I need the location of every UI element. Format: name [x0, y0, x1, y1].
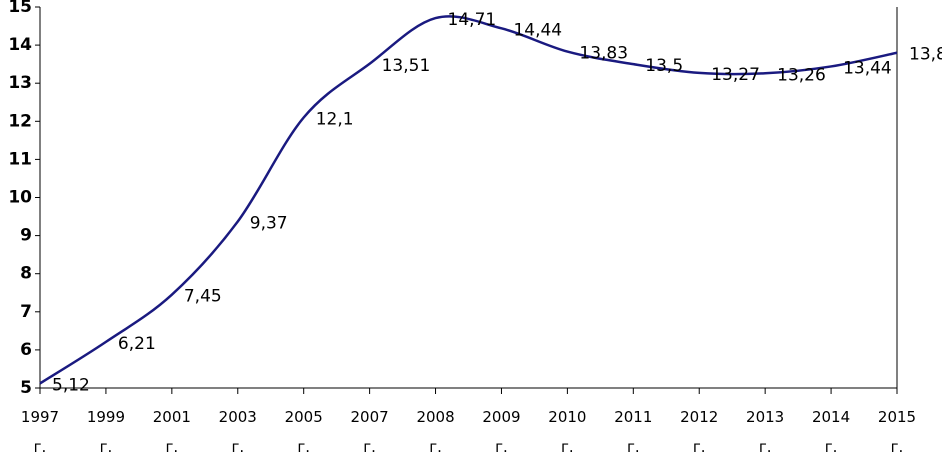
- y-tick-label: 10: [8, 188, 32, 208]
- data-label: 13,8: [909, 45, 942, 65]
- data-label: 13,51: [382, 56, 431, 76]
- y-tick-label: 12: [8, 111, 32, 131]
- x-tick-label: 2009 г.: [482, 408, 521, 452]
- line: [39, 15, 898, 385]
- x-tick-label: 2005 г.: [284, 408, 323, 452]
- x-tick-label: 2008 г.: [416, 408, 455, 452]
- data-label: 13,44: [843, 58, 892, 78]
- data-label: 12,1: [316, 109, 354, 129]
- y-tick-label: 9: [20, 226, 32, 246]
- data-label: 13,83: [579, 44, 628, 64]
- data-label: 13,26: [777, 65, 826, 85]
- y-tick-label: 11: [8, 149, 32, 169]
- y-tick-label: 13: [8, 73, 32, 93]
- y-tick-label: 5: [20, 378, 32, 398]
- y-tick-label: 14: [8, 35, 32, 55]
- data-label: 7,45: [184, 287, 222, 307]
- y-tick-label: 7: [20, 302, 32, 322]
- x-tick-label: 2010 г.: [548, 408, 587, 452]
- data-label: 14,71: [448, 10, 497, 30]
- x-tick-label: 2011 г.: [614, 408, 653, 452]
- y-tick-label: 15: [8, 0, 32, 17]
- x-tick-label: 2013 г.: [746, 408, 785, 452]
- data-label: 13,5: [645, 56, 683, 76]
- data-label: 14,44: [513, 20, 562, 40]
- x-tick-label: 2003 г.: [218, 408, 257, 452]
- x-tick-label: 1999 г.: [86, 408, 126, 452]
- x-tick-label: 2015 г.: [877, 408, 917, 452]
- y-tick-label: 6: [20, 340, 32, 360]
- x-tick-label: 2012 г.: [680, 408, 719, 452]
- y-tick-label: 8: [20, 264, 32, 284]
- data-label: 6,21: [118, 334, 156, 354]
- x-tick-label: 2007 г.: [350, 408, 389, 452]
- x-tick-label: 2001 г.: [152, 408, 191, 452]
- x-tick-label: 2014 г.: [811, 408, 851, 452]
- data-label: 5,12: [52, 375, 90, 395]
- x-tick-label: 1997 г.: [20, 408, 60, 452]
- data-label: 9,37: [250, 214, 288, 234]
- data-label: 13,27: [711, 65, 760, 85]
